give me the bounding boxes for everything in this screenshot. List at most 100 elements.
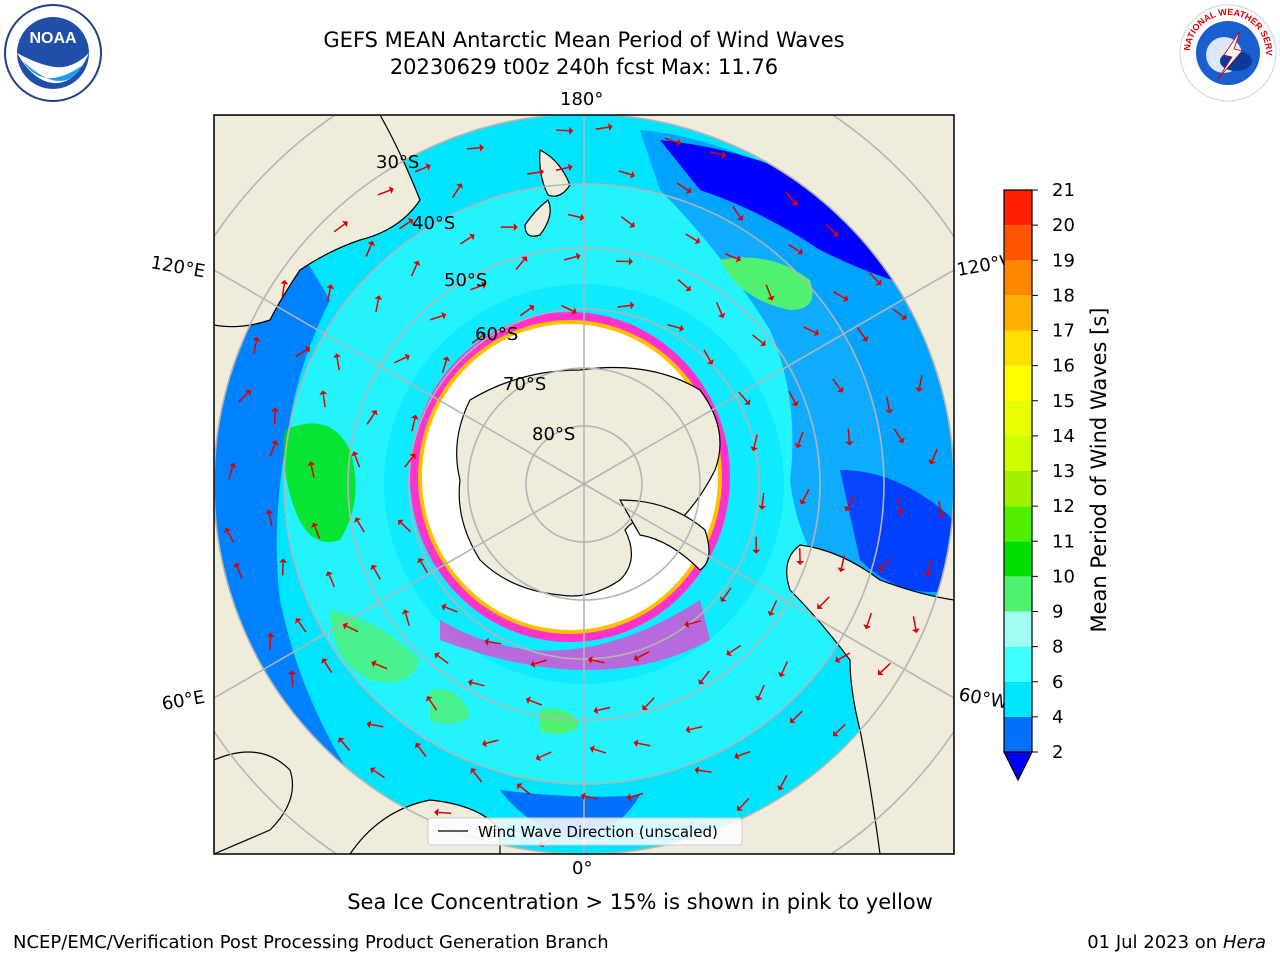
wave-arrow-head [796,560,805,566]
wave-arrow-head [568,126,574,135]
wave-arrow-head [456,183,463,189]
wave-arrow-shaft [802,489,810,502]
footer-machine: Hera [1222,932,1266,953]
wave-arrow-head [737,805,743,811]
wave-arrow-shaft [689,726,703,731]
wave-arrow-shaft [709,151,723,156]
sea-ice-caption: Sea Ice Concentration > 15% is shown in … [347,890,933,914]
wave-arrow-shaft [832,378,841,390]
wave-arrow-head [442,356,451,362]
map-title: GEFS MEAN Antarctic Mean Period of Wind … [323,28,845,52]
wave-arrow-head [482,739,487,748]
wave-arrow-head [374,295,383,301]
wave-arrow-head [706,359,714,365]
wave-arrow-shaft [856,327,866,339]
wave-arrow-head [924,571,932,577]
wave-arrow-head [270,440,279,446]
wave-arrow-head [398,519,404,526]
wave-arrow-shaft [556,129,570,132]
wave-arrow-head [755,695,763,701]
wave-arrow-shaft [328,574,336,588]
wave-arrow-shaft [253,340,258,354]
colorbar-segment [1004,576,1032,612]
colorbar-segment [1004,471,1032,507]
wave-arrow-shaft [676,182,689,191]
wave-arrow-head [679,324,684,333]
wave-arrow-head [266,632,275,637]
wave-arrow-shaft [519,785,531,795]
colorbar-segment [1004,646,1032,682]
wave-arrow-shaft [667,323,681,329]
colorbar-tick-label: 19 [1052,250,1075,271]
colorbar-tick-label: 18 [1052,285,1075,306]
wave-arrow-head [366,720,372,729]
wave-arrow-head [517,783,523,790]
lon-label-60e: 60°E [160,687,206,715]
wave-arrow-shaft [236,565,243,579]
wave-arrow-shaft [797,431,804,445]
wave-arrow-head [470,768,477,774]
wave-arrow-head [481,281,487,289]
wave-arrow-head [587,656,593,664]
wave-arrow-head [404,353,410,361]
wave-arrow-shaft [753,434,758,448]
wave-arrow-shaft [729,644,742,654]
wave-arrow-head [885,408,894,414]
wave-arrow-shaft [868,272,879,283]
wave-arrow-shaft [847,428,851,442]
wave-arrow-head [832,730,839,737]
wave-arrow-head [333,353,342,358]
wave-arrow-shaft [752,334,764,344]
wave-arrow-shaft [444,606,458,613]
wave-arrow-head [271,407,280,412]
wave-arrow-shaft [825,223,836,235]
wave-arrow-shaft [451,186,461,199]
wave-arrow-head [580,792,586,801]
wave-arrow-shaft [404,612,410,626]
wave-arrow-shaft [584,795,598,800]
wave-arrow-head [628,257,633,266]
wave-arrow-head [351,451,359,457]
wave-arrow-shaft [781,661,789,674]
wave-arrow-head [734,752,740,760]
wave-arrow-head [370,410,378,416]
lat-label-70s: 70°S [503,374,546,395]
wave-arrow-head [326,284,335,289]
wave-arrow-head [832,230,839,237]
wave-arrow-shaft [365,244,372,257]
wave-arrow-shaft [414,166,428,173]
wave-arrow-head [717,312,726,319]
colorbar-segment [1004,400,1032,436]
lat-label-30s: 30°S [376,152,419,173]
wave-arrow-head [319,390,328,395]
lon-label-180: 180° [560,89,603,110]
wave-arrow-head [720,596,727,602]
wave-arrow-shaft [555,166,569,171]
wave-arrow-head [441,603,447,611]
wave-arrow-shaft [780,775,788,788]
lat-label-50s: 50°S [444,270,487,291]
colorbar-segment [1004,681,1032,717]
wave-arrow-head [338,737,345,744]
colorbar-segment [1004,611,1032,647]
wave-arrow-shaft [637,651,650,659]
wave-arrow-head [304,346,311,354]
wave-arrow-shaft [637,742,651,747]
wave-arrow-shaft [527,171,541,175]
madagascar-land [214,751,294,854]
wave-arrow-shaft [792,710,803,721]
wave-arrow-head [626,793,632,801]
wave-arrow-head [744,399,751,405]
wave-arrow-shaft [591,659,605,664]
colorbar-extend-under [1003,751,1033,782]
wave-arrow-head [813,328,820,337]
wave-arrow-shaft [400,522,411,533]
wave-arrow-shaft [539,751,552,759]
wave-arrow-shaft [291,674,294,688]
wave-arrow-head [342,622,349,630]
wave-arrow-head [521,256,528,263]
wave-arrow-head [321,658,328,664]
wave-arrow-head [434,652,441,659]
wave-arrow-shaft [281,562,284,576]
wave-arrow-head [777,784,785,791]
